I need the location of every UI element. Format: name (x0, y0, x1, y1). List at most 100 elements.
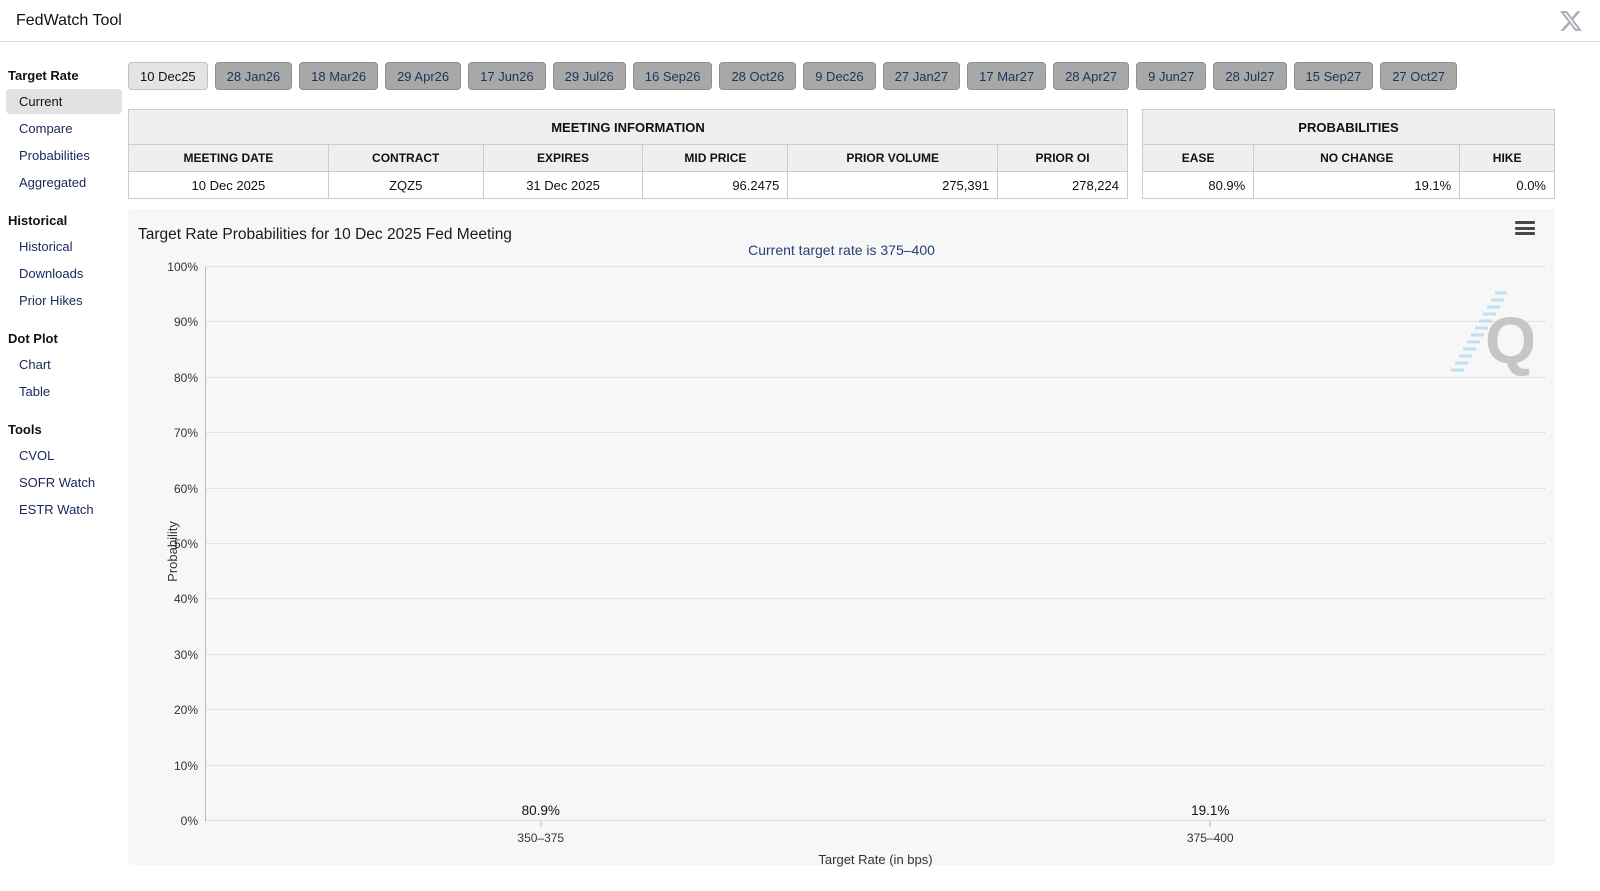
tab-meeting-date[interactable]: 16 Sep26 (632, 62, 713, 90)
tab-meeting-date[interactable]: 28 Apr27 (1053, 62, 1130, 90)
chart-subtitle: Current target rate is 375–400 (748, 242, 935, 258)
x-tick (540, 821, 542, 827)
page-title: FedWatch Tool (16, 11, 122, 29)
sidebar: Target Rate Current Compare Probabilitie… (0, 42, 128, 865)
x-tick (1209, 821, 1211, 827)
quikstrike-watermark-icon: Q (1451, 291, 1533, 377)
tab-meeting-date[interactable]: 28 Oct26 (719, 62, 797, 90)
tab-meeting-date[interactable]: 18 Mar26 (299, 62, 379, 90)
hike-value: 0.0% (1459, 171, 1555, 199)
y-tick-label: 40% (173, 592, 198, 607)
expires-value: 31 Dec 2025 (482, 171, 644, 199)
gridline (206, 709, 1545, 711)
chart-menu-icon[interactable] (1515, 221, 1535, 238)
probability-chart-panel: Target Rate Probabilities for 10 Dec 202… (128, 209, 1555, 867)
gridline (206, 598, 1545, 600)
y-tick-label: 10% (173, 758, 198, 773)
sidebar-item-compare[interactable]: Compare (19, 121, 73, 136)
tab-meeting-date[interactable]: 27 Oct27 (1380, 62, 1457, 90)
sidebar-section-tools: Tools (8, 422, 42, 437)
gridline (206, 432, 1545, 434)
meeting-date-tabs: 10 Dec25 28 Jan26 18 Mar26 29 Apr26 17 J… (128, 62, 1583, 90)
tab-meeting-date[interactable]: 28 Jan26 (214, 62, 293, 90)
tab-meeting-date[interactable]: 9 Jun27 (1136, 62, 1207, 90)
sidebar-section-historical: Historical (8, 213, 68, 228)
col-ease: EASE (1141, 144, 1255, 172)
x-social-icon[interactable] (1560, 10, 1582, 32)
contract-value: ZQZ5 (327, 171, 484, 199)
sidebar-item-probabilities[interactable]: Probabilities (19, 148, 90, 163)
y-tick-label: 90% (173, 315, 198, 330)
gridline (206, 487, 1545, 489)
col-hike: HIKE (1459, 144, 1555, 172)
col-prior-volume: PRIOR VOLUME (787, 144, 999, 172)
col-contract: CONTRACT (327, 144, 484, 172)
col-expires: EXPIRES (482, 144, 644, 172)
x-axis-title: Target Rate (in bps) (818, 852, 933, 867)
svg-text:Q: Q (1485, 303, 1533, 377)
y-tick-label: 100% (167, 260, 198, 274)
tab-meeting-date[interactable]: 17 Mar27 (967, 62, 1047, 90)
sidebar-section-dot-plot: Dot Plot (8, 331, 58, 346)
bar-group: 80.9% (475, 803, 607, 821)
sidebar-item-table[interactable]: Table (19, 384, 51, 399)
plot-area: 0% 10% 20% 30% 40% 50% 60% 70% 80% 90% 100% (167, 260, 1545, 867)
table-row: 80.9% 19.1% 0.0% (1141, 171, 1555, 199)
tab-meeting-date[interactable]: 9 Dec26 (803, 62, 876, 90)
y-tick-label: 0% (180, 814, 198, 828)
sidebar-item-estr-watch[interactable]: ESTR Watch (19, 502, 94, 517)
sidebar-item-prior-hikes[interactable]: Prior Hikes (19, 293, 83, 308)
tab-meeting-date[interactable]: 17 Jun26 (468, 62, 546, 90)
x-category-label: 350–375 (517, 831, 565, 845)
no-change-value: 19.1% (1253, 171, 1461, 199)
sidebar-item-current[interactable]: Current (6, 89, 122, 114)
sidebar-item-sofr-watch[interactable]: SOFR Watch (19, 475, 96, 490)
col-no-change: NO CHANGE (1253, 144, 1461, 172)
probabilities-table: PROBABILITIES EASE NO CHANGE HIKE 80.9% … (1141, 109, 1555, 199)
sidebar-item-chart[interactable]: Chart (19, 357, 51, 372)
probabilities-title: PROBABILITIES (1142, 109, 1555, 145)
mid-price-value: 96.2475 (642, 171, 789, 199)
tab-meeting-date[interactable]: 15 Sep27 (1293, 62, 1374, 90)
y-tick-label: 20% (173, 703, 198, 718)
chart-title: Target Rate Probabilities for 10 Dec 202… (138, 226, 512, 243)
prior-oi-value: 278,224 (997, 171, 1128, 199)
prior-volume-value: 275,391 (787, 171, 999, 199)
tab-meeting-date[interactable]: 10 Dec25 (128, 62, 208, 90)
gridline (206, 820, 1545, 821)
gridline (206, 376, 1545, 378)
sidebar-item-aggregated[interactable]: Aggregated (19, 175, 87, 190)
y-tick-label: 80% (173, 370, 198, 385)
gridline (206, 266, 1545, 267)
tab-meeting-date[interactable]: 29 Jul26 (552, 62, 626, 90)
col-prior-oi: PRIOR OI (997, 144, 1128, 172)
y-tick-label: 70% (173, 426, 198, 441)
gridline (206, 653, 1545, 655)
meeting-information-table: MEETING INFORMATION MEETING DATE CONTRAC… (128, 109, 1128, 199)
col-meeting-date: MEETING DATE (128, 144, 329, 172)
tab-meeting-date[interactable]: 29 Apr26 (385, 62, 462, 90)
meeting-date-value: 10 Dec 2025 (128, 171, 329, 199)
x-category-label: 375–400 (1186, 831, 1234, 845)
y-tick-label: 60% (173, 481, 198, 496)
app-header: FedWatch Tool (0, 0, 1600, 42)
col-mid-price: MID PRICE (642, 144, 789, 172)
tab-meeting-date[interactable]: 28 Jul27 (1213, 62, 1287, 90)
bar-value-label: 19.1% (1191, 803, 1230, 818)
meeting-info-title: MEETING INFORMATION (128, 109, 1128, 145)
sidebar-item-cvol[interactable]: CVOL (19, 448, 55, 463)
gridline (206, 764, 1545, 766)
sidebar-section-target-rate: Target Rate (8, 68, 79, 83)
ease-value: 80.9% (1141, 171, 1255, 199)
sidebar-item-downloads[interactable]: Downloads (19, 266, 84, 281)
y-axis-title: Probability (164, 521, 180, 582)
tab-meeting-date[interactable]: 27 Jan27 (882, 62, 961, 90)
gridline (206, 543, 1545, 544)
gridline (206, 321, 1545, 323)
sidebar-item-historical[interactable]: Historical (19, 239, 73, 254)
y-tick-label: 50% (173, 537, 198, 551)
y-tick-label: 30% (173, 647, 198, 662)
bar-group: 19.1% (1144, 803, 1276, 821)
table-row: 10 Dec 2025 ZQZ5 31 Dec 2025 96.2475 275… (128, 171, 1128, 199)
bar-value-label: 80.9% (521, 803, 560, 818)
